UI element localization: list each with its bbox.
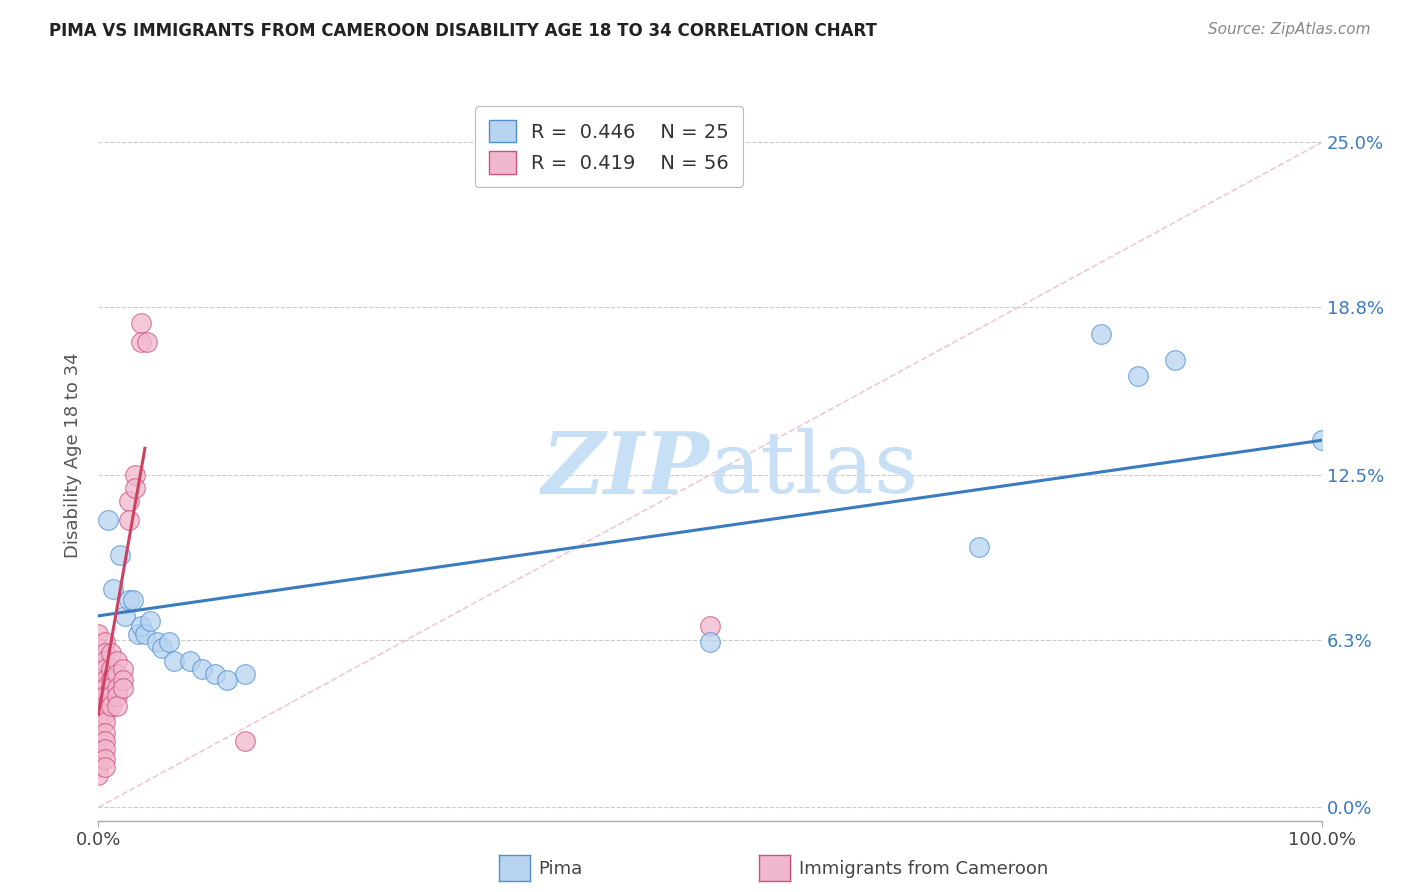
Point xyxy=(100,681,122,695)
Point xyxy=(215,673,238,687)
Point xyxy=(87,673,110,687)
Point xyxy=(87,707,110,722)
Text: atlas: atlas xyxy=(710,428,920,511)
Point xyxy=(100,689,122,703)
Point xyxy=(1164,353,1187,368)
Point xyxy=(93,707,115,722)
Text: Source: ZipAtlas.com: Source: ZipAtlas.com xyxy=(1208,22,1371,37)
Point xyxy=(699,635,721,649)
Point xyxy=(233,734,256,748)
Point xyxy=(93,646,115,660)
Point xyxy=(233,667,256,681)
Point xyxy=(105,689,128,703)
Point xyxy=(87,760,110,774)
Point xyxy=(87,752,110,766)
Point xyxy=(129,316,152,330)
Point xyxy=(163,654,186,668)
Point xyxy=(129,619,152,633)
Y-axis label: Disability Age 18 to 34: Disability Age 18 to 34 xyxy=(65,352,83,558)
Text: ZIP: ZIP xyxy=(543,428,710,511)
Point xyxy=(127,627,149,641)
Point xyxy=(699,619,721,633)
Point xyxy=(100,673,122,687)
Point xyxy=(118,593,141,607)
Point xyxy=(111,673,134,687)
Point xyxy=(150,640,173,655)
Text: Pima: Pima xyxy=(538,860,582,878)
Point xyxy=(87,726,110,740)
Point xyxy=(87,689,110,703)
Point xyxy=(191,662,214,676)
Point xyxy=(118,494,141,508)
Point xyxy=(93,734,115,748)
Point xyxy=(87,715,110,730)
Point xyxy=(87,741,110,756)
Point xyxy=(97,513,120,527)
Point xyxy=(121,593,143,607)
Text: Immigrants from Cameroon: Immigrants from Cameroon xyxy=(799,860,1047,878)
Point xyxy=(93,673,115,687)
Point xyxy=(146,635,169,649)
Point xyxy=(124,467,146,482)
Point xyxy=(87,681,110,695)
Point xyxy=(105,699,128,714)
Point xyxy=(129,334,152,349)
Point xyxy=(134,627,156,641)
Point xyxy=(179,654,201,668)
Point xyxy=(1090,326,1112,341)
Point xyxy=(87,654,110,668)
Point xyxy=(101,582,124,597)
Point xyxy=(87,699,110,714)
Point xyxy=(105,667,128,681)
Point xyxy=(1128,369,1150,384)
Point xyxy=(87,667,110,681)
Point xyxy=(100,662,122,676)
Point xyxy=(111,681,134,695)
Point xyxy=(93,741,115,756)
Point xyxy=(87,627,110,641)
Point xyxy=(93,752,115,766)
Point xyxy=(124,481,146,495)
Point xyxy=(87,640,110,655)
Point xyxy=(139,614,162,628)
Point xyxy=(93,726,115,740)
Point xyxy=(110,548,132,562)
Point xyxy=(93,662,115,676)
Point xyxy=(93,681,115,695)
Point xyxy=(87,747,110,761)
Point xyxy=(93,760,115,774)
Legend: R =  0.446    N = 25, R =  0.419    N = 56: R = 0.446 N = 25, R = 0.419 N = 56 xyxy=(475,106,742,187)
Point xyxy=(100,646,122,660)
Point xyxy=(111,662,134,676)
Point xyxy=(87,734,110,748)
Point xyxy=(93,715,115,730)
Point xyxy=(87,768,110,782)
Point xyxy=(1310,434,1333,448)
Point xyxy=(93,699,115,714)
Point xyxy=(157,635,180,649)
Point xyxy=(118,513,141,527)
Point xyxy=(105,654,128,668)
Point xyxy=(87,694,110,708)
Point xyxy=(93,689,115,703)
Point xyxy=(114,608,136,623)
Point xyxy=(100,699,122,714)
Point xyxy=(204,667,226,681)
Point xyxy=(93,635,115,649)
Point xyxy=(93,654,115,668)
Point xyxy=(105,681,128,695)
Text: PIMA VS IMMIGRANTS FROM CAMEROON DISABILITY AGE 18 TO 34 CORRELATION CHART: PIMA VS IMMIGRANTS FROM CAMEROON DISABIL… xyxy=(49,22,877,40)
Point xyxy=(136,334,159,349)
Point xyxy=(967,540,990,554)
